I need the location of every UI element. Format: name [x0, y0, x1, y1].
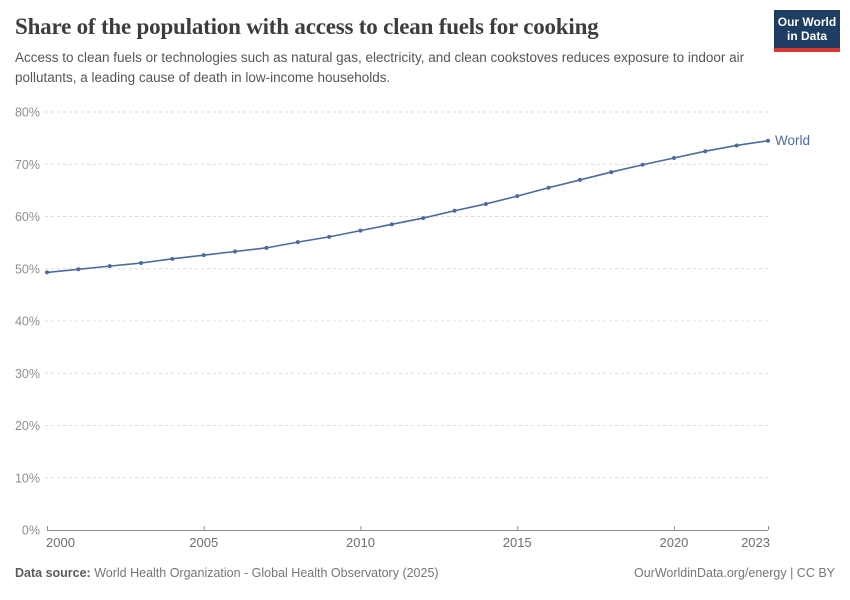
data-point-world-2018[interactable] [609, 170, 614, 175]
x-tick-label-2000: 2000 [46, 535, 75, 550]
y-tick-label-0: 0% [22, 524, 40, 538]
chart-header: Share of the population with access to c… [15, 14, 765, 87]
data-point-world-2004[interactable] [170, 256, 175, 261]
trend-line-world[interactable] [46, 139, 769, 274]
chart-footer: Data source: World Health Organization -… [15, 566, 835, 580]
y-tick-label-50: 50% [15, 262, 40, 276]
chart-subtitle: Access to clean fuels or technologies su… [15, 50, 745, 85]
data-point-world-2021[interactable] [703, 149, 708, 154]
y-tick-label-20: 20% [15, 419, 40, 433]
owid-logo-line2: in Data [786, 29, 827, 44]
y-tick-label-10: 10% [15, 471, 40, 485]
data-point-world-2009[interactable] [327, 234, 332, 239]
data-point-world-2016[interactable] [546, 185, 551, 190]
data-point-world-2020[interactable] [671, 155, 676, 160]
data-point-world-2007[interactable] [264, 245, 269, 250]
credit-link[interactable]: OurWorldinData.org/energy | CC BY [633, 566, 835, 580]
y-tick-label-70: 70% [15, 158, 40, 172]
data-point-world-2023[interactable] [766, 138, 770, 143]
y-tick-label-40: 40% [15, 315, 40, 329]
data-point-world-2010[interactable] [358, 228, 363, 233]
data-point-world-2022[interactable] [734, 143, 739, 148]
data-point-world-2008[interactable] [295, 240, 300, 245]
y-tick-label-60: 60% [15, 210, 40, 224]
data-point-world-2019[interactable] [640, 162, 645, 167]
y-tick-label-30: 30% [15, 367, 40, 381]
x-tick-label-2015: 2015 [503, 535, 532, 550]
data-point-world-2017[interactable] [577, 177, 582, 182]
series-end-label-world[interactable]: World [775, 133, 810, 148]
owid-logo[interactable]: Our World in Data [774, 10, 840, 52]
x-tick-label-2010: 2010 [346, 535, 375, 550]
data-point-world-2006[interactable] [233, 249, 238, 254]
x-tick-label-2005: 2005 [189, 535, 218, 550]
data-source-text: World Health Organization - Global Healt… [90, 566, 439, 580]
chart-title: Share of the population with access to c… [15, 14, 599, 39]
y-tick-label-80: 80% [15, 106, 40, 120]
data-point-world-2013[interactable] [452, 208, 457, 213]
x-tick-label-2020: 2020 [659, 535, 688, 550]
data-point-world-2015[interactable] [515, 194, 520, 199]
data-point-world-2011[interactable] [389, 222, 394, 227]
data-point-world-2012[interactable] [421, 216, 426, 221]
data-point-world-2014[interactable] [483, 201, 488, 206]
data-point-world-2000[interactable] [45, 270, 49, 275]
data-source-label: Data source: [15, 566, 91, 580]
owid-logo-line1: Our World [777, 15, 837, 29]
data-point-world-2001[interactable] [76, 267, 81, 272]
data-source-note: Data source: World Health Organization -… [15, 566, 439, 580]
data-point-world-2003[interactable] [139, 261, 144, 266]
x-tick-label-2023: 2023 [741, 535, 770, 550]
data-point-world-2005[interactable] [201, 253, 206, 258]
data-point-world-2002[interactable] [107, 264, 112, 269]
